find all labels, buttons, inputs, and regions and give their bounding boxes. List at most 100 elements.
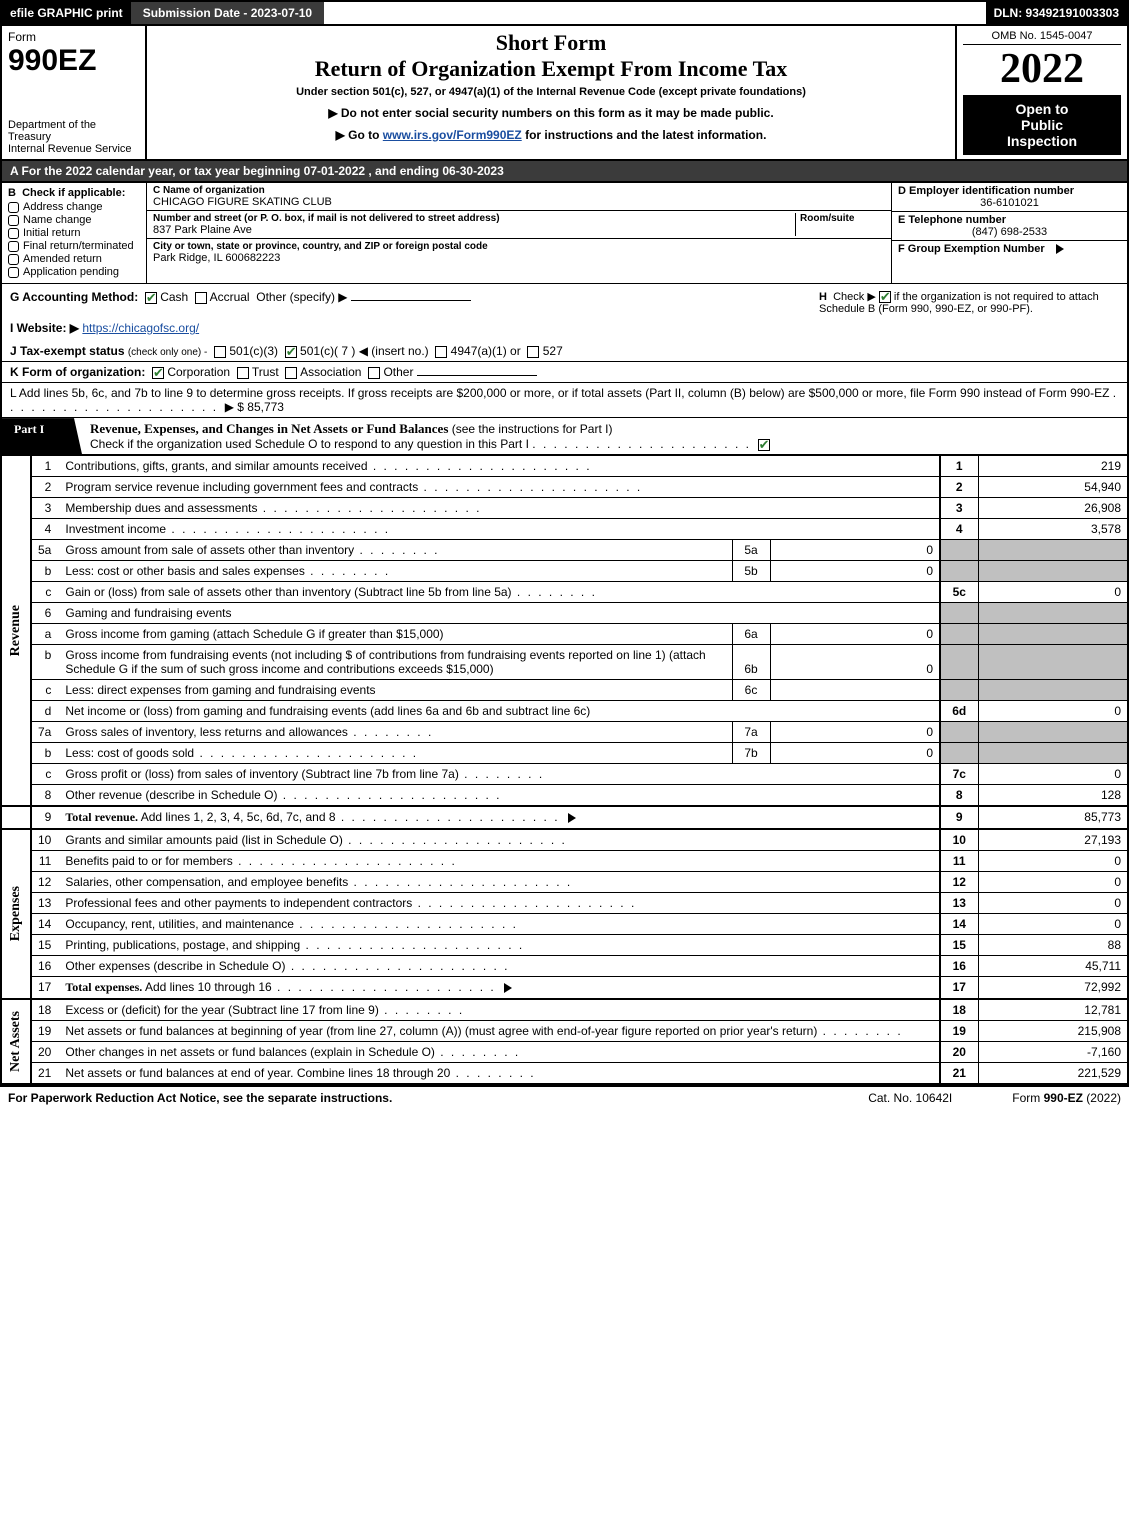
- phone-value: (847) 698-2533: [898, 226, 1121, 238]
- line-21: 21 Net assets or fund balances at end of…: [1, 1063, 1128, 1085]
- cb-trust[interactable]: [237, 367, 249, 379]
- line-num: 20: [31, 1042, 59, 1063]
- col-num: 2: [940, 477, 978, 498]
- line-num: 7a: [31, 722, 59, 743]
- line-text: Gross income from gaming (attach Schedul…: [65, 627, 443, 641]
- cb-501c[interactable]: [285, 346, 297, 358]
- line-text: Contributions, gifts, grants, and simila…: [65, 459, 367, 473]
- k-o1: Corporation: [167, 365, 230, 379]
- line-16: 16 Other expenses (describe in Schedule …: [1, 956, 1128, 977]
- k-other-input[interactable]: [417, 375, 537, 376]
- line-text: Gaming and fundraising events: [59, 603, 940, 624]
- col-num: [940, 624, 978, 645]
- cb-accrual[interactable]: [195, 292, 207, 304]
- cb-application-pending[interactable]: Application pending: [8, 266, 140, 278]
- return-title: Return of Organization Exempt From Incom…: [155, 56, 947, 82]
- row-g-h: G Accounting Method: Cash Accrual Other …: [0, 283, 1129, 321]
- cb-association[interactable]: [285, 367, 297, 379]
- sub-label: 5a: [732, 540, 770, 561]
- ein-value: 36-6101021: [898, 197, 1121, 209]
- footer-right: Form 990-EZ (2022): [1012, 1091, 1121, 1105]
- org-name: CHICAGO FIGURE SKATING CLUB: [153, 196, 885, 208]
- col-val: [978, 603, 1128, 624]
- cb-label: Final return/terminated: [23, 240, 134, 252]
- cb-other[interactable]: [368, 367, 380, 379]
- j-o4: 527: [543, 344, 563, 358]
- sub-label: 7a: [732, 722, 770, 743]
- cb-501c3[interactable]: [214, 346, 226, 358]
- col-num: [940, 743, 978, 764]
- line-num: 9: [31, 806, 59, 829]
- dots: [379, 1003, 464, 1017]
- website-link[interactable]: https://chicagofsc.org/: [82, 321, 199, 335]
- col-val: 0: [978, 701, 1128, 722]
- line-text: Gross income from fundraising events (no…: [65, 648, 705, 676]
- dots: [512, 585, 597, 599]
- revenue-side-label: Revenue: [1, 456, 31, 807]
- short-form-title: Short Form: [155, 30, 947, 56]
- l-amount: ▶ $ 85,773: [225, 400, 284, 414]
- cb-4947[interactable]: [435, 346, 447, 358]
- under-section: Under section 501(c), 527, or 4947(a)(1)…: [155, 86, 947, 98]
- line-num: 18: [31, 999, 59, 1021]
- line-text: Net assets or fund balances at beginning…: [65, 1024, 817, 1038]
- cb-final-return[interactable]: Final return/terminated: [8, 240, 140, 252]
- f-group-label: F Group Exemption Number: [898, 243, 1045, 255]
- line-text: Other expenses (describe in Schedule O): [65, 959, 285, 973]
- open-line-3: Inspection: [967, 133, 1117, 149]
- line-text: Net income or (loss) from gaming and fun…: [65, 704, 590, 718]
- col-num: 19: [940, 1021, 978, 1042]
- sub-label: 6b: [732, 645, 770, 680]
- cb-name-change[interactable]: Name change: [8, 214, 140, 226]
- line-text: Professional fees and other payments to …: [65, 896, 412, 910]
- col-val: 12,781: [978, 999, 1128, 1021]
- dots: [166, 522, 390, 536]
- col-val: 0: [978, 893, 1128, 914]
- cb-initial-return[interactable]: Initial return: [8, 227, 140, 239]
- g-other-input[interactable]: [351, 300, 471, 301]
- col-num: [940, 722, 978, 743]
- form-number: 990EZ: [8, 44, 139, 78]
- instr-goto: ▶ Go to www.irs.gov/Form990EZ for instru…: [155, 128, 947, 142]
- org-street: 837 Park Plaine Ave: [153, 224, 795, 236]
- cb-schedule-o[interactable]: [758, 439, 770, 451]
- department: Department of the Treasury Internal Reve…: [8, 119, 139, 155]
- line-1: Revenue 1 Contributions, gifts, grants, …: [1, 456, 1128, 477]
- sub-val: [770, 680, 940, 701]
- cb-h[interactable]: [879, 291, 891, 303]
- col-num: 16: [940, 956, 978, 977]
- col-num: 18: [940, 999, 978, 1021]
- row-l: L Add lines 5b, 6c, and 7b to line 9 to …: [0, 382, 1129, 418]
- dots: [194, 746, 418, 760]
- col-val: 3,578: [978, 519, 1128, 540]
- line-text: Less: cost of goods sold: [65, 746, 194, 760]
- cb-address-change[interactable]: Address change: [8, 201, 140, 213]
- cb-amended-return[interactable]: Amended return: [8, 253, 140, 265]
- cb-cash[interactable]: [145, 292, 157, 304]
- line-18: Net Assets 18 Excess or (deficit) for th…: [1, 999, 1128, 1021]
- efile-print[interactable]: efile GRAPHIC print: [2, 2, 131, 24]
- col-val: 27,193: [978, 829, 1128, 851]
- col-num: 13: [940, 893, 978, 914]
- col-num: 1: [940, 456, 978, 477]
- omb-number: OMB No. 1545-0047: [963, 30, 1121, 45]
- dots: [459, 767, 544, 781]
- info-grid: B Check if applicable: Address change Na…: [0, 181, 1129, 283]
- col-val: 85,773: [978, 806, 1128, 829]
- dln: DLN: 93492191003303: [986, 2, 1127, 24]
- cb-corporation[interactable]: [152, 367, 164, 379]
- cb-527[interactable]: [527, 346, 539, 358]
- irs-link[interactable]: www.irs.gov/Form990EZ: [383, 128, 522, 142]
- checkbox-icon: [8, 202, 19, 213]
- line-6a: a Gross income from gaming (attach Sched…: [1, 624, 1128, 645]
- sub-val: 0: [770, 645, 940, 680]
- line-5a: 5a Gross amount from sale of assets othe…: [1, 540, 1128, 561]
- open-to-public: Open to Public Inspection: [963, 95, 1121, 155]
- line-11: 11 Benefits paid to or for members 11 0: [1, 851, 1128, 872]
- line-num: 21: [31, 1063, 59, 1085]
- col-val: 26,908: [978, 498, 1128, 519]
- line-20: 20 Other changes in net assets or fund b…: [1, 1042, 1128, 1063]
- col-val: 221,529: [978, 1063, 1128, 1085]
- g-accrual: Accrual: [210, 290, 250, 304]
- section-b: B Check if applicable: Address change Na…: [2, 183, 147, 283]
